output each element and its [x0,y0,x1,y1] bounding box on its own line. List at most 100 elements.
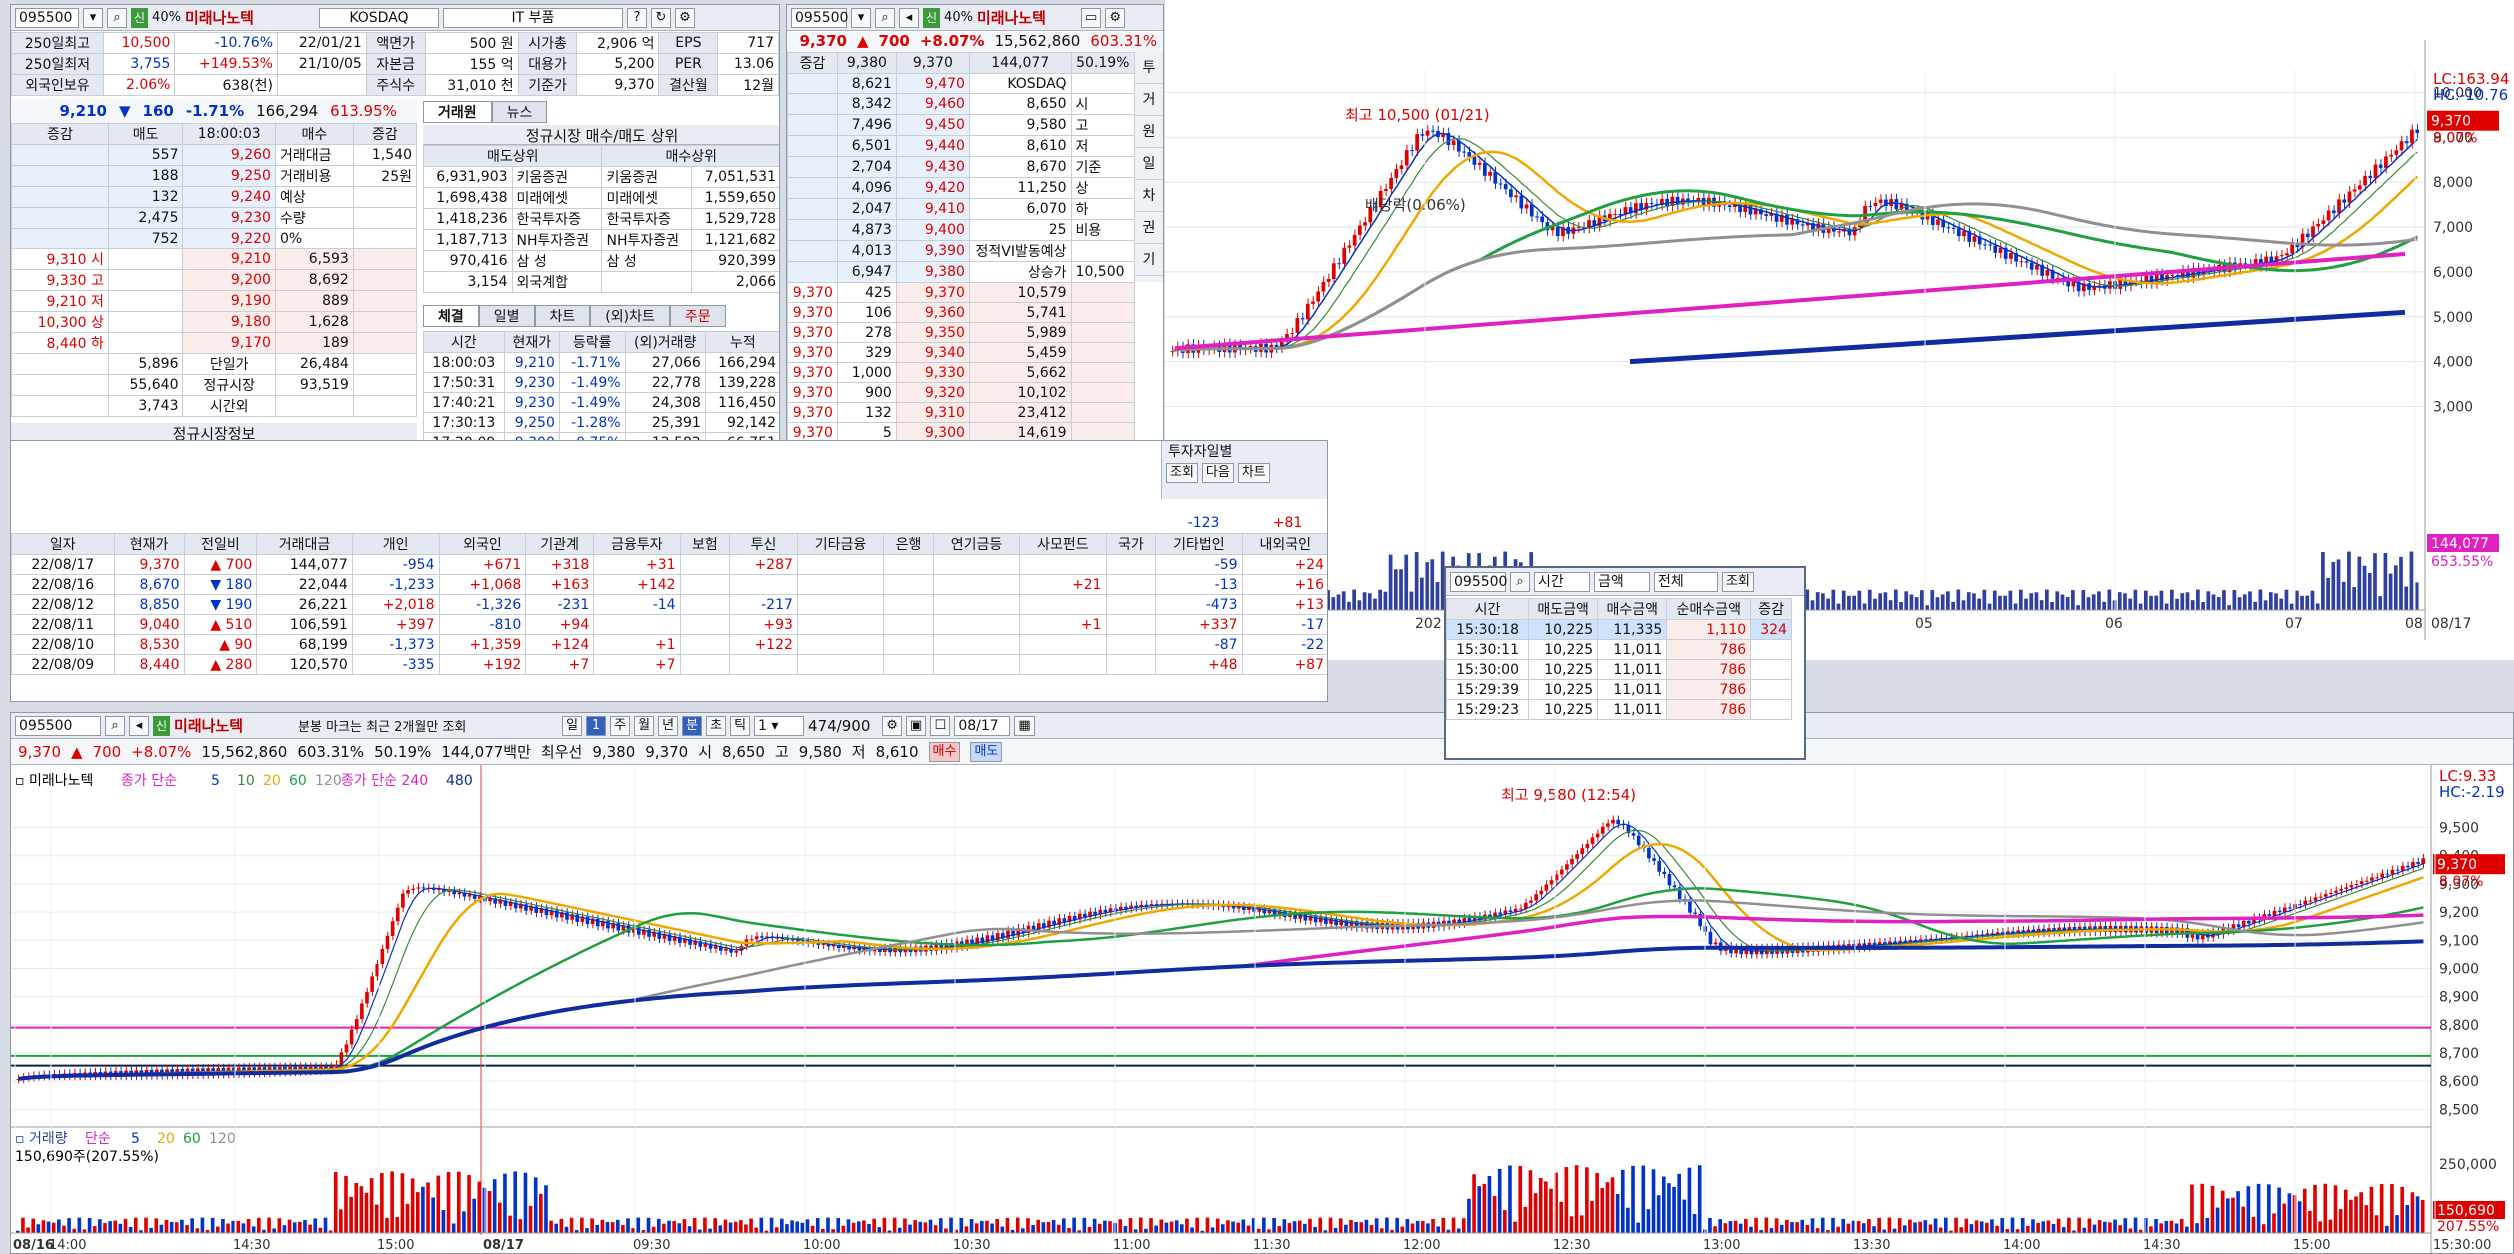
time-filter[interactable]: 시간 [1534,571,1590,592]
amount-filter[interactable]: 금액 [1594,571,1650,592]
investor-row[interactable]: 22/08/16 8,670 ▼ 180 22,044 -1,233 +1,068 +163… [11,574,1327,595]
side-tab[interactable]: 거 [1135,84,1163,116]
program-row[interactable]: 15:30:00 10,225 11,011 786 [1446,659,1792,680]
query-button[interactable]: 조회 [1722,571,1754,592]
refresh-icon[interactable]: ↻ [650,7,671,28]
ask-row[interactable]: 188 9,250 거래비용 25원 [11,165,418,187]
depth-ask-row[interactable]: 2,047 9,410 6,070 하 [787,198,1136,220]
investor-row[interactable]: 22/08/12 8,850 ▼ 190 26,221 +2,018 -1,326 -231… [11,594,1327,615]
program-row[interactable]: 15:30:18 10,225 11,335 1,110 324 [1446,619,1792,640]
checkbox-date[interactable]: ☐ [930,715,951,736]
search-icon[interactable]: ⌕ [107,7,127,28]
tab-year[interactable]: 년 [658,715,679,736]
investor-row[interactable]: 22/08/09 8,440 ▲ 280 120,570 -335 +192 +7 +7 +48… [11,654,1327,675]
code-input[interactable]: 095500 [15,715,101,736]
depth-ask-row[interactable]: 4,873 9,400 25 비용 [787,219,1136,241]
settings-icon[interactable]: ⚙ [882,715,903,736]
bid-row[interactable]: 8,440 하 9,170 189 [11,332,418,354]
tab-daily[interactable]: 일별 [478,305,535,327]
side-tab[interactable]: 기 [1135,244,1163,276]
gear-icon[interactable]: ⚙ [1105,7,1126,28]
tab-broker[interactable]: 거래원 [423,101,492,123]
speaker-icon[interactable]: ◂ [129,715,149,736]
candle-body [975,937,979,945]
candle-body [2421,858,2425,864]
depth-bid-row[interactable]: 9,370 1,000 9,330 5,662 [787,362,1136,383]
all-filter[interactable]: 전체 [1654,571,1718,592]
depth-bid-row[interactable]: 9,370 425 9,370 10,579 [787,282,1136,303]
tab-minute[interactable]: 분 [682,715,703,736]
tab-tick[interactable]: 틱 [730,715,751,736]
tab-month[interactable]: 월 [634,715,655,736]
query-button[interactable]: 조회 [1166,463,1198,483]
depth-bid-row[interactable]: 9,370 278 9,350 5,989 [787,322,1136,343]
code-input[interactable]: 095500 [1450,571,1507,592]
program-row[interactable]: 15:29:23 10,225 11,011 786 [1446,699,1792,720]
interval-value[interactable]: 1 [586,715,607,736]
ask-row[interactable]: 752 9,220 0% [11,228,418,249]
bid-row[interactable]: 9,330 고 9,200 8,692 [11,269,418,291]
help-icon[interactable]: ? [626,7,647,28]
side-tab[interactable]: 투 [1135,52,1163,84]
minute-chart-panel[interactable]: 095500 ⌕ ◂ 신 미래나노텍 분봉 마크는 최근 2개월만 조회 일 1… [10,712,2514,1254]
side-tab[interactable]: 차 [1135,180,1163,212]
tab-week[interactable]: 주 [610,715,631,736]
depth-ask-row[interactable]: 6,947 9,380 상승가 10,500 [787,261,1136,283]
calendar-icon[interactable]: ▦ [1014,715,1035,736]
ask-row[interactable]: 557 9,260 거래대금 1,540 [11,144,418,166]
program-row[interactable]: 15:29:39 10,225 11,011 786 [1446,679,1792,700]
chart-button[interactable]: 차트 [1237,463,1270,483]
tab-foreign-chart[interactable]: (외)차트 [590,305,670,327]
next-button[interactable]: 다음 [1201,463,1234,483]
dropdown-icon[interactable]: ▾ [851,7,871,28]
minute-price-chart[interactable]: ▫ 미래나노텍 종가 단순 5 10 20 60 120 종가 단순 240 4809,5009… [11,765,2514,1254]
search-icon[interactable]: ⌕ [1510,571,1530,592]
depth-ask-row[interactable]: 8,342 9,460 8,650 시 [787,93,1136,115]
code-input[interactable]: 095500 [15,7,79,28]
program-row[interactable]: 15:30:11 10,225 11,011 786 [1446,639,1792,660]
volume-bar [1995,1225,1999,1233]
tab-chart[interactable]: 차트 [534,305,591,327]
date-input[interactable]: 08/17 [954,715,1011,736]
depth-ask-row[interactable]: 2,704 9,430 8,670 기준 [787,156,1136,178]
depth-bid-row[interactable]: 9,370 132 9,310 23,412 [787,402,1136,423]
depth-ask-row[interactable]: 4,096 9,420 11,250 상 [787,177,1136,199]
investor-row[interactable]: 22/08/11 9,040 ▲ 510 106,591 +397 -810 +94 +93 +… [11,614,1327,635]
tab-ticks[interactable]: 체결 [423,305,479,327]
investor-row[interactable]: 22/08/17 9,370 ▲ 700 144,077 -954 +671 +318 +31… [11,554,1327,575]
depth-bid-row[interactable]: 9,370 329 9,340 5,459 [787,342,1136,363]
tab-second[interactable]: 초 [706,715,727,736]
window-icon[interactable]: ▭ [1080,7,1102,28]
daily-price-chart[interactable]: 10,0009,0008,0007,0006,0005,0004,0003,00… [1165,0,2514,660]
daily-chart-panel[interactable]: 10,000 9,000 8,000 7,000 6,000 5,000 4,000 3,00… [1165,0,2514,660]
bid-tick-qty: 329 [836,342,897,363]
depth-ask-row[interactable]: 7,496 9,450 9,580 고 [787,114,1136,136]
search-icon[interactable]: ⌕ [875,7,895,28]
gear-icon[interactable]: ⚙ [674,7,695,28]
bid-row[interactable]: 9,310 시 9,210 6,593 [11,248,418,270]
side-tab[interactable]: 일 [1135,148,1163,180]
bid-row[interactable]: 10,300 상 9,180 1,628 [11,311,418,333]
sell-button[interactable]: 매도 [970,741,1003,762]
tab-news[interactable]: 뉴스 [491,101,548,123]
depth-bid-row[interactable]: 9,370 106 9,360 5,741 [787,302,1136,323]
side-tab[interactable]: 권 [1135,212,1163,244]
tab-day[interactable]: 일 [562,715,583,736]
depth-ask-row[interactable]: 4,013 9,390 정적VI발동예상 [787,240,1136,262]
side-tab[interactable]: 원 [1135,116,1163,148]
ask-row[interactable]: 132 9,240 예상 [11,186,418,208]
dropdown-icon[interactable]: ▾ [83,7,103,28]
ask-row[interactable]: 2,475 9,230 수량 [11,207,418,229]
order-button[interactable]: 주문 [669,305,726,327]
count-select[interactable]: 1 ▾ [754,715,805,736]
investor-row[interactable]: 22/08/10 8,530 ▲ 90 68,199 -1,373 +1,359 +124 +… [11,634,1327,655]
bid-row[interactable]: 9,210 저 9,190 889 [11,290,418,312]
save-icon[interactable]: ▣ [906,715,927,736]
search-icon[interactable]: ⌕ [105,715,125,736]
depth-ask-row[interactable]: 8,621 9,470 KOSDAQ [787,73,1136,94]
depth-ask-row[interactable]: 6,501 9,440 8,610 저 [787,135,1136,157]
speaker-icon[interactable]: ◂ [899,7,919,28]
buy-button[interactable]: 매수 [928,741,961,762]
depth-bid-row[interactable]: 9,370 900 9,320 10,102 [787,382,1136,403]
code-input[interactable]: 095500 [791,7,848,28]
